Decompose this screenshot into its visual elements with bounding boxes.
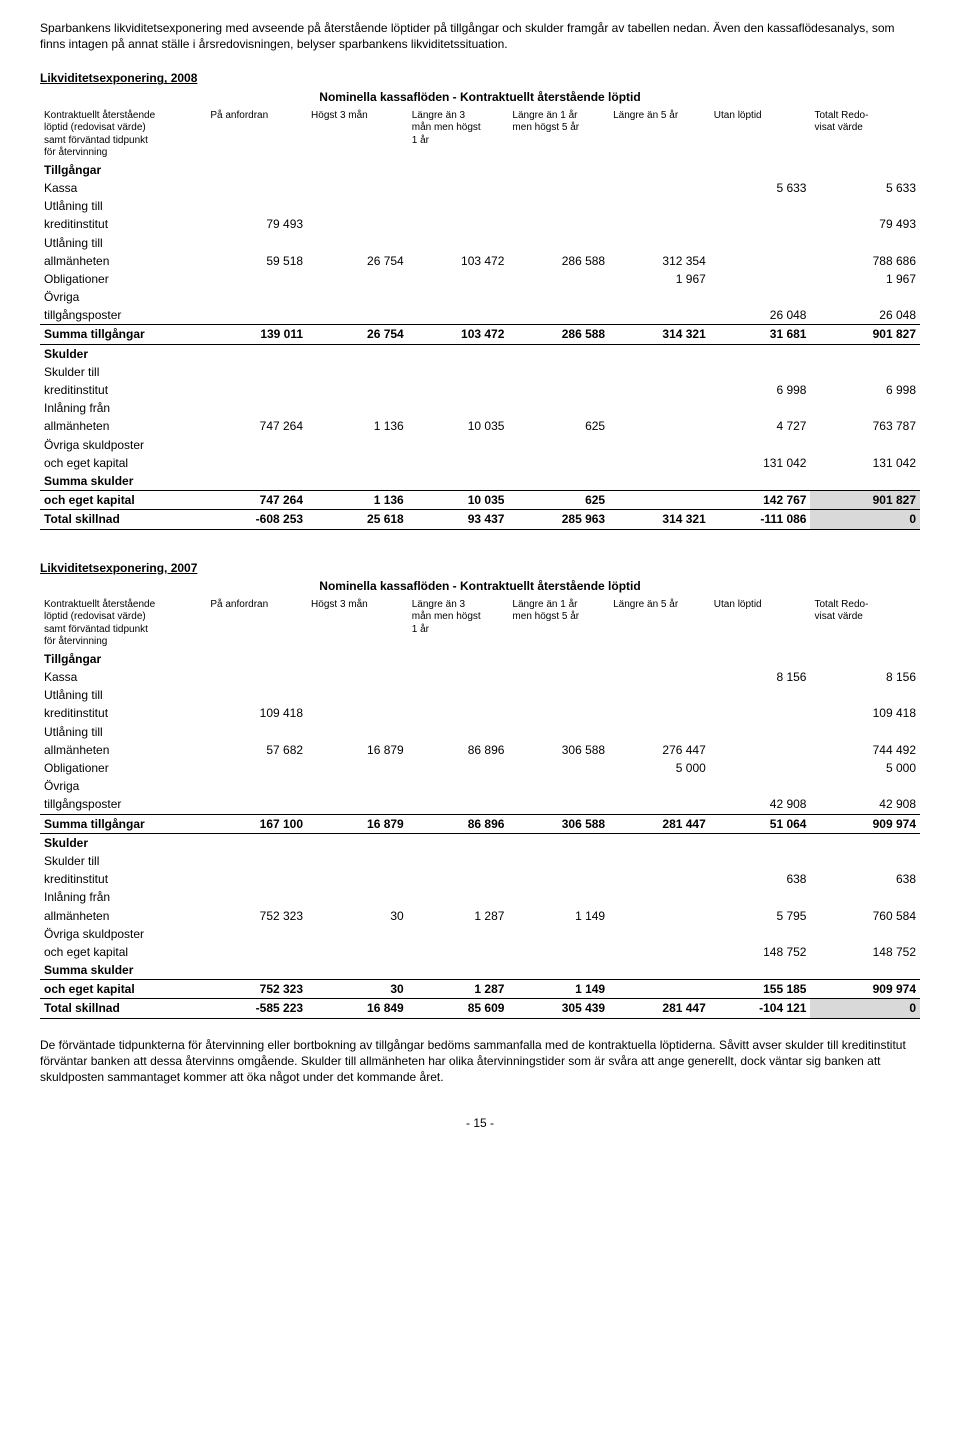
table-row: Obligationer 1 967 1 967 [40, 270, 920, 288]
col-5yr: Längre än 5 år [609, 598, 710, 650]
col-3mo: Högst 3 mån [307, 109, 408, 161]
col-3mo-1yr: Längre än 3 mån men högst 1 år [408, 109, 509, 161]
total-diff-row: Total skillnad -608 253 25 618 93 437 28… [40, 510, 920, 529]
table-row: Kassa 8 156 8 156 [40, 668, 920, 686]
assets-title-row: Tillgångar [40, 650, 920, 668]
page-number: - 15 - [40, 1115, 920, 1131]
col-no-term: Utan löptid [710, 109, 811, 161]
table-row: allmänheten 57 682 16 879 86 896 306 588… [40, 741, 920, 759]
col-3mo-1yr: Längre än 3 mån men högst 1 år [408, 598, 509, 650]
table-2007: Kontraktuellt återstående löptid (redovi… [40, 598, 920, 1019]
table-header-row: Kontraktuellt återstående löptid (redovi… [40, 598, 920, 650]
table-row: tillgångsposter 42 908 42 908 [40, 795, 920, 814]
table-row: Summa skulder [40, 961, 920, 980]
table-row: och eget kapital 131 042 131 042 [40, 454, 920, 472]
page: Sparbankens likviditetsexponering med av… [0, 0, 960, 1171]
table-row: och eget kapital 148 752 148 752 [40, 943, 920, 961]
table-row: allmänheten 752 323 30 1 287 1 149 5 795… [40, 907, 920, 925]
total-diff-row: Total skillnad -585 223 16 849 85 609 30… [40, 999, 920, 1018]
table-row: Övriga skuldposter [40, 925, 920, 943]
table-row: allmänheten 59 518 26 754 103 472 286 58… [40, 252, 920, 270]
table-row: kreditinstitut 6 998 6 998 [40, 381, 920, 399]
liab-sum-row: och eget kapital 752 323 30 1 287 1 149 … [40, 980, 920, 999]
table-row: Övriga skuldposter [40, 436, 920, 454]
assets-title-row: Tillgångar [40, 161, 920, 179]
liab-title-row: Skulder [40, 833, 920, 852]
assets-sum-row: Summa tillgångar 167 100 16 879 86 896 3… [40, 814, 920, 833]
table-row: Utlåning till [40, 234, 920, 252]
col-total: Totalt Redo- visat värde [810, 598, 920, 650]
table-row: Utlåning till [40, 723, 920, 741]
col-3mo: Högst 3 mån [307, 598, 408, 650]
footer-paragraph: De förväntade tidpunkterna för återvinni… [40, 1037, 920, 1086]
col-on-demand: På anfordran [206, 598, 307, 650]
col-1-5yr: Längre än 1 år men högst 5 år [508, 109, 609, 161]
table-row: kreditinstitut 79 493 79 493 [40, 215, 920, 233]
table-2008: Kontraktuellt återstående löptid (redovi… [40, 109, 920, 530]
col-1-5yr: Längre än 1 år men högst 5 år [508, 598, 609, 650]
subhead-2008: Nominella kassaflöden - Kontraktuellt åt… [40, 89, 920, 105]
table-row: Övriga [40, 288, 920, 306]
intro-paragraph: Sparbankens likviditetsexponering med av… [40, 20, 920, 52]
liab-title-row: Skulder [40, 344, 920, 363]
table-row: Utlåning till [40, 686, 920, 704]
table-row: Inlåning från [40, 399, 920, 417]
col-total: Totalt Redo- visat värde [810, 109, 920, 161]
liab-sum-row: och eget kapital 747 264 1 136 10 035 62… [40, 491, 920, 510]
table-row: Skulder till [40, 363, 920, 381]
table-row: Summa skulder [40, 472, 920, 491]
table-row: Kassa 5 6335 633 [40, 179, 920, 197]
col-5yr: Längre än 5 år [609, 109, 710, 161]
assets-sum-row: Summa tillgångar 139 011 26 754 103 472 … [40, 325, 920, 344]
table-row: Obligationer 5 000 5 000 [40, 759, 920, 777]
table-row: Utlåning till [40, 197, 920, 215]
subhead-2007: Nominella kassaflöden - Kontraktuellt åt… [40, 578, 920, 594]
col-on-demand: På anfordran [206, 109, 307, 161]
section-title-2008: Likviditetsexponering, 2008 [40, 70, 920, 86]
table-header-row: Kontraktuellt återstående löptid (redovi… [40, 109, 920, 161]
table-row: Övriga [40, 777, 920, 795]
col-rowhead: Kontraktuellt återstående löptid (redovi… [40, 598, 206, 650]
table-row: kreditinstitut 109 418 109 418 [40, 704, 920, 722]
table-row: Inlåning från [40, 888, 920, 906]
table-row: Skulder till [40, 852, 920, 870]
table-row: tillgångsposter 26 048 26 048 [40, 306, 920, 325]
table-row: kreditinstitut 638 638 [40, 870, 920, 888]
col-no-term: Utan löptid [710, 598, 811, 650]
section-title-2007: Likviditetsexponering, 2007 [40, 560, 920, 576]
table-row: allmänheten 747 264 1 136 10 035 625 4 7… [40, 417, 920, 435]
col-rowhead: Kontraktuellt återstående löptid (redovi… [40, 109, 206, 161]
